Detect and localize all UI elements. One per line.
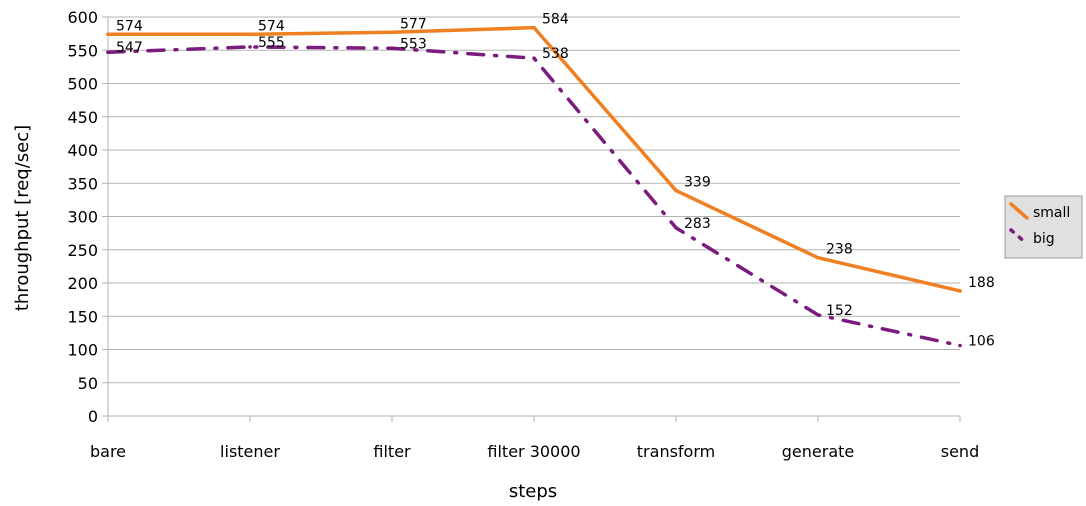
y-tick-label: 350 bbox=[67, 174, 98, 193]
data-label-big: 555 bbox=[258, 35, 285, 51]
legend-swatch-big bbox=[1009, 228, 1029, 246]
data-label-small: 584 bbox=[542, 12, 569, 28]
data-label-big: 553 bbox=[400, 36, 427, 52]
data-point-small bbox=[390, 30, 394, 35]
legend-box bbox=[1004, 195, 1083, 259]
y-tick-label: 0 bbox=[88, 407, 98, 426]
grid bbox=[107, 16, 960, 417]
data-point-small bbox=[248, 32, 252, 37]
data-point-big bbox=[106, 50, 110, 55]
legend-label-big: big bbox=[1033, 231, 1055, 247]
data-label-big: 152 bbox=[826, 303, 853, 319]
x-tick-label: transform bbox=[637, 442, 715, 461]
data-label-small: 574 bbox=[258, 18, 285, 34]
data-label-big: 106 bbox=[968, 334, 995, 350]
data-labels: 574 574 577 584 339 238 188 547 555 553 538 283 152 1… bbox=[116, 12, 995, 350]
data-point-big bbox=[248, 45, 252, 49]
y-tick-label: 550 bbox=[67, 41, 98, 60]
x-tick-label: bare bbox=[90, 442, 126, 461]
data-point-big bbox=[816, 313, 820, 317]
x-tick-label: filter bbox=[373, 442, 411, 461]
data-point-small bbox=[674, 188, 678, 193]
data-point-small bbox=[532, 25, 536, 30]
data-point-big bbox=[390, 46, 394, 51]
data-label-small: 577 bbox=[400, 16, 427, 32]
y-tick-label: 300 bbox=[67, 208, 98, 227]
legend-label-small: small bbox=[1033, 205, 1070, 221]
x-axis-ticks: bare listener filter filter 30000 transform g… bbox=[90, 416, 979, 461]
data-point-small bbox=[958, 289, 962, 293]
x-tick-label: filter 30000 bbox=[487, 442, 580, 461]
y-tick-label: 500 bbox=[67, 75, 98, 94]
y-tick-label: 50 bbox=[78, 374, 98, 393]
data-label-big: 538 bbox=[542, 46, 569, 62]
legend-swatch-small bbox=[1009, 202, 1029, 220]
data-point-small bbox=[106, 32, 110, 37]
data-label-small: 188 bbox=[968, 275, 995, 291]
data-label-big: 547 bbox=[116, 40, 143, 56]
x-tick-label: listener bbox=[220, 442, 280, 461]
series-line-big bbox=[106, 45, 962, 348]
data-point-big bbox=[958, 343, 962, 348]
y-tick-label: 150 bbox=[67, 307, 98, 326]
series-group bbox=[106, 25, 962, 348]
y-axis-ticks: 0 50 100 150 200 250 300 350 400 450 500 550 600 bbox=[67, 8, 108, 426]
y-tick-label: 400 bbox=[67, 141, 98, 160]
y-tick-label: 250 bbox=[67, 241, 98, 260]
y-tick-label: 450 bbox=[67, 108, 98, 127]
y-axis-title: throughput [req/sec] bbox=[12, 125, 33, 311]
y-tick-label: 100 bbox=[67, 341, 98, 360]
x-tick-label: send bbox=[941, 442, 979, 461]
data-label-small: 574 bbox=[116, 18, 143, 34]
legend: small big bbox=[1004, 195, 1083, 259]
data-point-big bbox=[674, 226, 678, 230]
x-axis-title: steps bbox=[509, 481, 557, 502]
y-tick-label: 600 bbox=[67, 8, 98, 27]
x-tick-label: generate bbox=[782, 442, 854, 461]
data-point-big bbox=[532, 56, 536, 61]
data-label-small: 238 bbox=[826, 242, 853, 258]
data-point-small bbox=[816, 255, 820, 260]
y-tick-label: 200 bbox=[67, 274, 98, 293]
data-label-big: 283 bbox=[684, 216, 711, 232]
data-label-small: 339 bbox=[684, 175, 711, 191]
